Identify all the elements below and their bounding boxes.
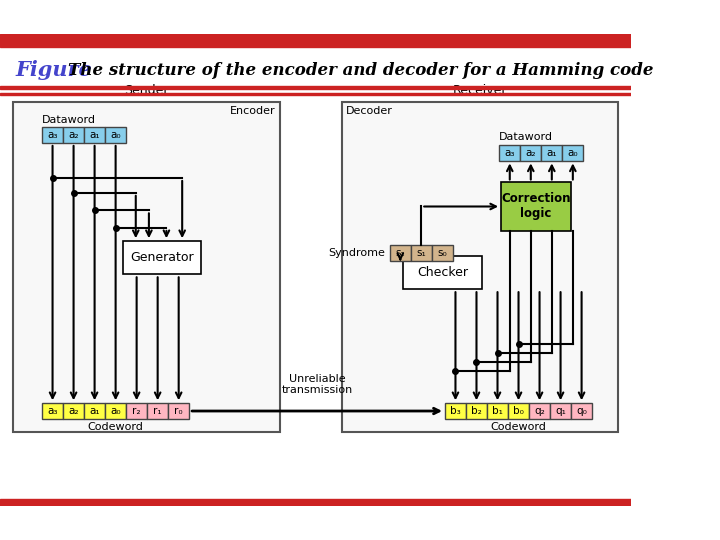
Bar bbox=[501, 183, 571, 231]
Bar bbox=[508, 403, 529, 419]
Text: a₂: a₂ bbox=[526, 147, 536, 158]
Bar bbox=[63, 127, 84, 143]
Bar bbox=[0, 33, 631, 46]
Bar bbox=[487, 403, 508, 419]
Bar bbox=[0, 93, 631, 95]
Text: The structure of the encoder and decoder for a Hamming code: The structure of the encoder and decoder… bbox=[68, 62, 654, 79]
Text: Receiver: Receiver bbox=[452, 84, 507, 97]
Bar bbox=[499, 145, 521, 160]
Text: Encoder: Encoder bbox=[230, 106, 276, 116]
Bar bbox=[521, 145, 541, 160]
Bar bbox=[529, 403, 550, 419]
Text: Correction
logic: Correction logic bbox=[501, 192, 571, 220]
Bar bbox=[147, 403, 168, 419]
Bar bbox=[0, 86, 631, 89]
Text: s₁: s₁ bbox=[416, 248, 426, 258]
Bar bbox=[466, 403, 487, 419]
Text: Figure: Figure bbox=[16, 60, 92, 80]
Text: Unreliable
transmission: Unreliable transmission bbox=[282, 374, 353, 395]
Text: Syndrome: Syndrome bbox=[328, 248, 385, 258]
Bar bbox=[550, 403, 571, 419]
Text: r₂: r₂ bbox=[132, 406, 141, 416]
Bar bbox=[105, 127, 126, 143]
Text: a₀: a₀ bbox=[110, 406, 121, 416]
Bar bbox=[390, 246, 411, 261]
Bar bbox=[42, 127, 63, 143]
Text: Generator: Generator bbox=[130, 251, 194, 264]
Text: Codeword: Codeword bbox=[88, 422, 143, 433]
Text: a₂: a₂ bbox=[68, 130, 78, 140]
Text: a₁: a₁ bbox=[89, 406, 100, 416]
Bar bbox=[105, 403, 126, 419]
Bar bbox=[571, 403, 592, 419]
Bar bbox=[432, 246, 453, 261]
Text: a₃: a₃ bbox=[48, 130, 58, 140]
Bar bbox=[13, 102, 280, 432]
Text: b₂: b₂ bbox=[471, 406, 482, 416]
Text: a₁: a₁ bbox=[546, 147, 557, 158]
Bar bbox=[0, 500, 631, 507]
Bar bbox=[168, 403, 189, 419]
Text: s₂: s₂ bbox=[395, 248, 405, 258]
Text: s₀: s₀ bbox=[438, 248, 447, 258]
Text: r₁: r₁ bbox=[153, 406, 162, 416]
Bar bbox=[445, 403, 466, 419]
Text: Dataword: Dataword bbox=[499, 132, 553, 142]
Text: Sender: Sender bbox=[125, 84, 169, 97]
Text: Dataword: Dataword bbox=[42, 114, 96, 125]
Text: Decoder: Decoder bbox=[346, 106, 393, 116]
Text: a₁: a₁ bbox=[89, 130, 100, 140]
Bar bbox=[84, 127, 105, 143]
Text: Codeword: Codeword bbox=[490, 422, 546, 433]
Text: a₀: a₀ bbox=[567, 147, 578, 158]
Bar bbox=[84, 403, 105, 419]
Text: Checker: Checker bbox=[417, 266, 468, 279]
Bar bbox=[122, 241, 202, 274]
Bar bbox=[63, 403, 84, 419]
Text: q₁: q₁ bbox=[555, 406, 566, 416]
Text: q₀: q₀ bbox=[576, 406, 587, 416]
Bar bbox=[411, 246, 432, 261]
Text: b₀: b₀ bbox=[513, 406, 524, 416]
Text: a₃: a₃ bbox=[48, 406, 58, 416]
Text: b₃: b₃ bbox=[450, 406, 461, 416]
Text: a₂: a₂ bbox=[68, 406, 78, 416]
Bar bbox=[42, 403, 63, 419]
Text: a₃: a₃ bbox=[505, 147, 515, 158]
Text: r₀: r₀ bbox=[174, 406, 183, 416]
Bar bbox=[541, 145, 562, 160]
Bar bbox=[562, 145, 583, 160]
Bar bbox=[126, 403, 147, 419]
Text: a₀: a₀ bbox=[110, 130, 121, 140]
Bar bbox=[403, 256, 482, 289]
Bar bbox=[341, 102, 618, 432]
Text: q₂: q₂ bbox=[534, 406, 545, 416]
Text: b₁: b₁ bbox=[492, 406, 503, 416]
